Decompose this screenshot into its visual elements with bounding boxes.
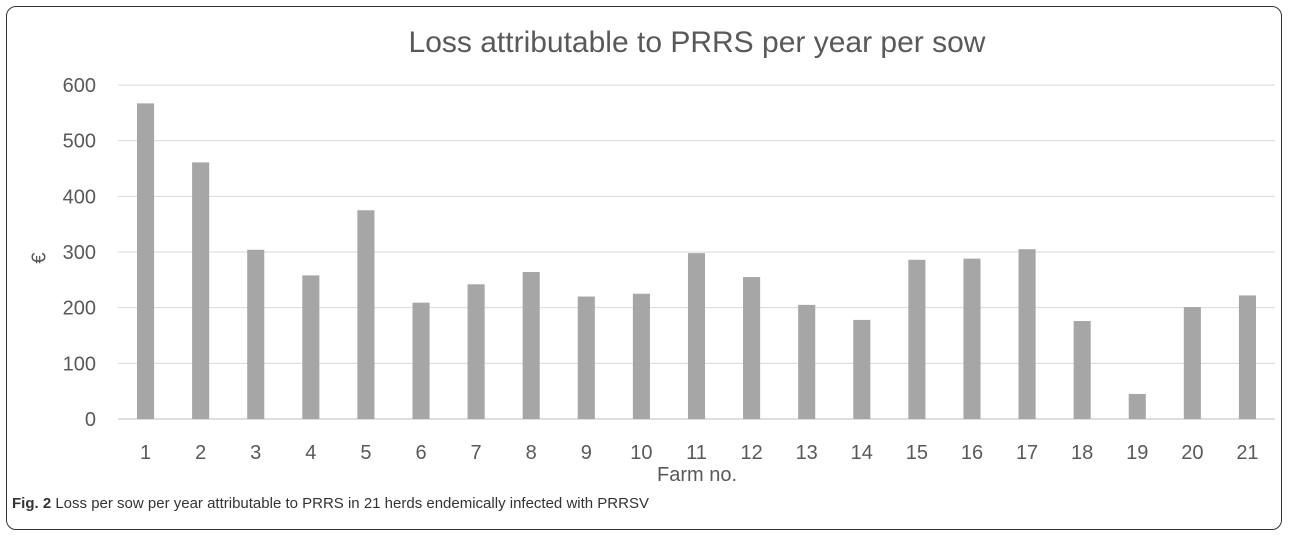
x-tick-label: 16 bbox=[961, 442, 983, 464]
x-tick-label: 9 bbox=[581, 442, 592, 464]
bar-farm-1 bbox=[137, 103, 155, 420]
bar-farm-16 bbox=[963, 258, 981, 419]
x-tick-label: 20 bbox=[1181, 442, 1203, 464]
figure-caption-text: Loss per sow per year attributable to PR… bbox=[51, 495, 649, 512]
bar-farm-3 bbox=[247, 249, 265, 419]
bar-chart: Loss attributable to PRRS per year per s… bbox=[28, 26, 1275, 486]
y-tick-label: 0 bbox=[85, 409, 96, 431]
bar-farm-7 bbox=[467, 284, 485, 419]
x-tick-label: 2 bbox=[195, 442, 206, 464]
bar-farm-2 bbox=[192, 162, 210, 420]
y-tick-label: 500 bbox=[63, 131, 96, 153]
x-tick-label: 8 bbox=[526, 442, 537, 464]
x-tick-label: 17 bbox=[1016, 442, 1038, 464]
figure-caption: Fig. 2 Loss per sow per year attributabl… bbox=[12, 495, 649, 512]
bar-farm-20 bbox=[1183, 307, 1201, 419]
y-axis-ticks: 0 100 200 300 400 500 600 bbox=[63, 75, 96, 431]
bar-farm-19 bbox=[1128, 393, 1146, 419]
bar-farm-21 bbox=[1238, 295, 1256, 419]
x-tick-label: 15 bbox=[906, 442, 928, 464]
bar-farm-18 bbox=[1073, 321, 1091, 419]
figure-frame bbox=[6, 6, 1282, 530]
x-axis-ticks: 1 2 3 4 5 6 7 8 9 10 11 12 13 14 15 16 17 18 19 20 21 bbox=[140, 442, 1259, 464]
x-tick-label: 12 bbox=[740, 442, 762, 464]
x-tick-label: 21 bbox=[1236, 442, 1258, 464]
bar-farm-12 bbox=[743, 277, 761, 419]
y-tick-label: 400 bbox=[63, 186, 96, 208]
y-tick-label: 300 bbox=[63, 242, 96, 264]
bar-farm-17 bbox=[1018, 249, 1036, 419]
y-tick-label: 600 bbox=[63, 75, 96, 97]
x-tick-label: 10 bbox=[630, 442, 652, 464]
bar-farm-4 bbox=[302, 275, 320, 419]
x-tick-label: 7 bbox=[471, 442, 482, 464]
bar-farm-13 bbox=[798, 304, 816, 419]
y-tick-label: 200 bbox=[63, 298, 96, 320]
y-axis-label: € bbox=[28, 252, 50, 263]
bar-farm-10 bbox=[632, 293, 650, 419]
bar-farm-15 bbox=[908, 259, 926, 419]
x-tick-label: 13 bbox=[796, 442, 818, 464]
x-tick-label: 6 bbox=[415, 442, 426, 464]
x-axis-label: Farm no. bbox=[657, 464, 737, 486]
bar-farm-11 bbox=[687, 253, 706, 419]
x-tick-label: 19 bbox=[1126, 442, 1148, 464]
x-tick-label: 11 bbox=[686, 442, 707, 464]
x-tick-label: 5 bbox=[360, 442, 371, 464]
x-tick-label: 3 bbox=[250, 442, 261, 464]
figure-caption-label: Fig. 2 bbox=[12, 495, 52, 512]
bar-farm-14 bbox=[853, 319, 871, 419]
bars bbox=[137, 103, 1256, 420]
bar-farm-9 bbox=[577, 296, 595, 419]
x-tick-label: 4 bbox=[305, 442, 316, 464]
x-tick-label: 1 bbox=[140, 442, 151, 464]
bar-farm-6 bbox=[412, 302, 430, 419]
chart-title: Loss attributable to PRRS per year per s… bbox=[409, 26, 986, 59]
bar-farm-5 bbox=[357, 210, 375, 419]
bar-farm-8 bbox=[522, 272, 540, 419]
y-tick-label: 100 bbox=[63, 353, 96, 375]
x-tick-label: 14 bbox=[851, 442, 873, 464]
x-tick-label: 18 bbox=[1071, 442, 1093, 464]
